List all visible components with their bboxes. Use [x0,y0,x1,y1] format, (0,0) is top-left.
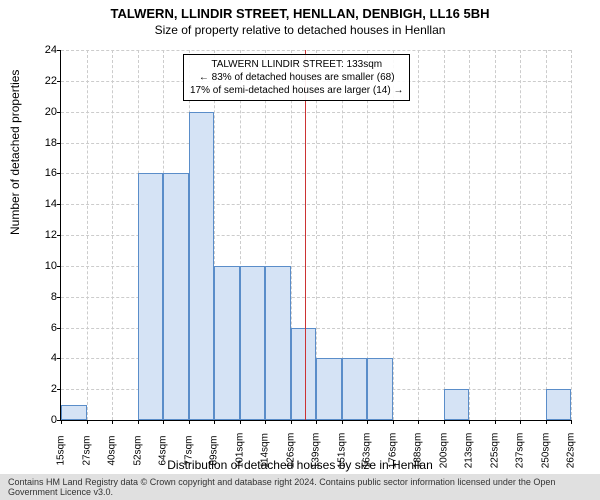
gridline-v [444,50,445,420]
chart-title: TALWERN, LLINDIR STREET, HENLLAN, DENBIG… [0,0,600,21]
y-tick-mark [57,358,61,359]
x-tick-mark [469,420,470,424]
histogram-bar [138,173,164,420]
y-tick-label: 14 [33,198,57,210]
x-tick-mark [342,420,343,424]
annotation-line: TALWERN LLINDIR STREET: 133sqm [190,58,403,71]
x-tick-mark [291,420,292,424]
y-tick-mark [57,143,61,144]
histogram-bar [214,266,240,420]
y-tick-label: 24 [33,44,57,56]
histogram-bar [342,358,368,420]
y-tick-label: 16 [33,167,57,179]
y-tick-label: 0 [33,414,57,426]
x-tick-mark [163,420,164,424]
gridline-v [546,50,547,420]
x-tick-mark [265,420,266,424]
gridline-v [418,50,419,420]
chart-subtitle: Size of property relative to detached ho… [0,21,600,37]
y-tick-mark [57,389,61,390]
y-tick-label: 20 [33,106,57,118]
gridline-v [520,50,521,420]
reference-line [305,50,306,420]
x-tick-mark [393,420,394,424]
x-tick-mark [240,420,241,424]
y-tick-label: 6 [33,322,57,334]
plot-region: 02468101214161820222415sqm27sqm40sqm52sq… [60,50,571,421]
x-tick-mark [495,420,496,424]
y-tick-mark [57,297,61,298]
histogram-bar [444,389,470,420]
histogram-bar [163,173,189,420]
gridline-v [112,50,113,420]
x-tick-mark [444,420,445,424]
histogram-bar [291,328,317,421]
histogram-bar [61,405,87,420]
histogram-bar [240,266,266,420]
x-tick-mark [112,420,113,424]
y-tick-label: 8 [33,291,57,303]
x-tick-mark [546,420,547,424]
chart-container: TALWERN, LLINDIR STREET, HENLLAN, DENBIG… [0,0,600,500]
annotation-box: TALWERN LLINDIR STREET: 133sqm← 83% of d… [183,54,410,101]
x-tick-mark [418,420,419,424]
y-tick-mark [57,235,61,236]
y-tick-label: 4 [33,352,57,364]
y-tick-mark [57,81,61,82]
x-tick-mark [316,420,317,424]
y-tick-label: 10 [33,260,57,272]
x-tick-mark [87,420,88,424]
y-tick-mark [57,204,61,205]
gridline-v [469,50,470,420]
histogram-bar [546,389,572,420]
x-axis-label: Distribution of detached houses by size … [0,458,600,472]
x-tick-mark [367,420,368,424]
y-axis-label: Number of detached properties [8,70,22,235]
annotation-line: ← 83% of detached houses are smaller (68… [190,71,403,84]
y-tick-mark [57,112,61,113]
gridline-v [393,50,394,420]
x-tick-mark [189,420,190,424]
x-tick-mark [520,420,521,424]
x-tick-mark [61,420,62,424]
histogram-bar [189,112,215,420]
chart-area: 02468101214161820222415sqm27sqm40sqm52sq… [60,50,570,420]
gridline-v [87,50,88,420]
y-tick-label: 18 [33,137,57,149]
y-tick-label: 12 [33,229,57,241]
histogram-bar [367,358,393,420]
y-tick-mark [57,266,61,267]
y-tick-mark [57,328,61,329]
x-tick-mark [214,420,215,424]
y-tick-mark [57,50,61,51]
x-tick-mark [571,420,572,424]
y-tick-label: 22 [33,75,57,87]
gridline-v [571,50,572,420]
annotation-line: 17% of semi-detached houses are larger (… [190,84,403,97]
x-tick-mark [138,420,139,424]
y-tick-mark [57,173,61,174]
y-tick-label: 2 [33,383,57,395]
gridline-v [495,50,496,420]
histogram-bar [265,266,291,420]
footer-attribution: Contains HM Land Registry data © Crown c… [0,474,600,500]
histogram-bar [316,358,342,420]
